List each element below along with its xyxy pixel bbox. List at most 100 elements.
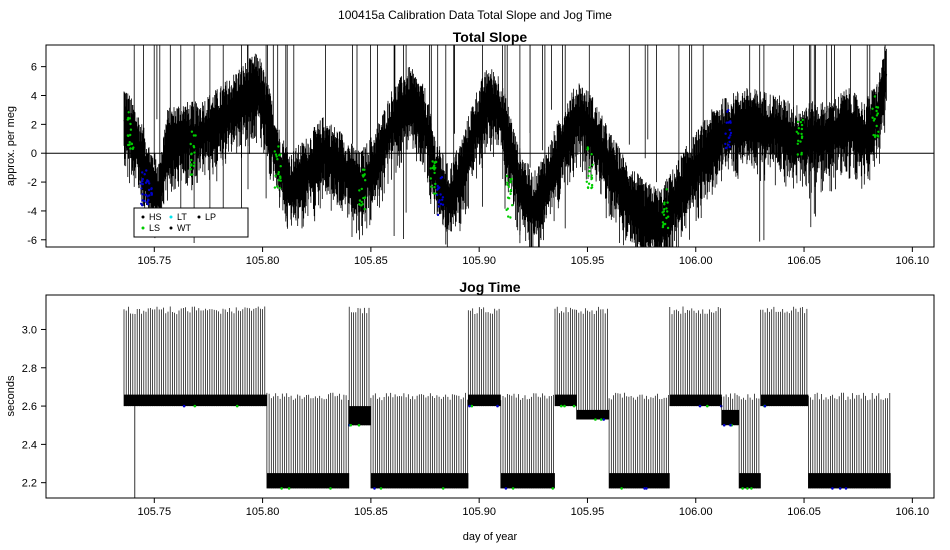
jog-time-highlight-point [643, 487, 646, 490]
jog-time-highlight-point [838, 487, 842, 490]
legend-entry-hs: HS [141, 212, 162, 222]
total-slope-highlight-point [126, 118, 129, 121]
total-slope-highlight-point [797, 139, 800, 142]
total-slope-highlight-point [727, 136, 730, 140]
total-slope-highlight-point [194, 134, 197, 137]
total-slope-highlight-point [801, 118, 804, 122]
total-slope-ytick-label: -6 [27, 235, 37, 247]
jog-time-spikes [721, 393, 738, 426]
total-slope-highlight-point [150, 193, 153, 196]
total-slope-highlight-point [666, 201, 669, 204]
total-slope-highlight-point [437, 201, 440, 204]
total-slope-highlight-point [729, 131, 733, 135]
total-slope-highlight-point [132, 146, 135, 149]
total-slope-highlight-point [363, 207, 366, 211]
jog-time-highlight-point [645, 487, 648, 490]
total-slope-highlight-point [586, 186, 590, 190]
total-slope-highlight-point [279, 165, 282, 168]
jog-time-band [760, 394, 809, 407]
jog-time-ytick-label: 2.8 [22, 363, 37, 375]
total-slope-highlight-point [129, 122, 132, 126]
total-slope-highlight-point [663, 203, 666, 206]
total-slope-highlight-point [189, 173, 193, 176]
total-slope-highlight-point [146, 179, 149, 182]
total-slope-highlight-point [876, 134, 879, 137]
panel-total-slope: Total Slope -6 -4 -2 0 2 4 6 105.75 105.80 105.8… [5, 29, 935, 267]
total-slope-highlight-point [360, 204, 363, 207]
total-slope-highlight-point [665, 207, 668, 210]
total-slope-highlight-point [875, 114, 879, 117]
total-slope-highlight-point [439, 177, 442, 180]
total-slope-highlight-point [725, 146, 728, 149]
total-slope-ytick-label: -2 [27, 177, 37, 189]
total-slope-xtick-label: 105.90 [462, 255, 496, 267]
total-slope-highlight-point [276, 158, 279, 161]
total-slope-highlight-point [438, 199, 441, 202]
total-slope-highlight-point [588, 170, 591, 173]
total-slope-highlight-point [511, 204, 514, 207]
jog-time-spikes [266, 392, 349, 489]
total-slope-highlight-point [189, 168, 192, 171]
panel-title-total-slope: Total Slope [453, 29, 528, 45]
total-slope-highlight-point [509, 216, 512, 219]
total-slope-highlight-point [800, 127, 804, 131]
total-slope-highlight-point [279, 179, 282, 182]
jog-time-spikes [554, 306, 576, 407]
total-slope-xtick-label: 106.05 [787, 255, 821, 267]
jog-time-highlight-point [722, 423, 726, 427]
jog-time-highlight-point [280, 487, 283, 490]
total-slope-highlight-point [726, 110, 729, 114]
total-slope-highlight-point [273, 150, 276, 153]
ylabel-jog-time: seconds [5, 375, 17, 416]
jog-time-highlight-point [441, 487, 445, 490]
plot-frame-total-slope [45, 44, 935, 248]
total-slope-highlight-point [363, 173, 366, 176]
total-slope-highlight-point [148, 194, 151, 197]
jog-time-spikes [123, 306, 266, 407]
total-slope-highlight-point [441, 198, 444, 201]
total-slope-highlight-point [358, 203, 361, 206]
total-slope-highlight-point [143, 199, 146, 203]
total-slope-highlight-point [665, 216, 668, 220]
total-slope-highlight-point [797, 132, 800, 135]
jog-time-highlight-point [831, 487, 834, 490]
total-slope-highlight-point [728, 140, 731, 144]
legend-marker-hs [141, 215, 145, 219]
total-slope-highlight-point [193, 161, 196, 164]
legend-label-lp: LP [205, 212, 216, 222]
legend-label-lt: LT [177, 212, 187, 222]
total-slope-highlight-point [276, 185, 279, 188]
jog-time-spikes [500, 393, 554, 489]
total-slope-highlight-point [361, 174, 364, 177]
total-slope-highlight-point [663, 201, 666, 204]
jog-time-spikes [467, 307, 500, 407]
total-slope-highlight-point [509, 188, 513, 192]
total-slope-highlight-point [506, 181, 509, 184]
legend-marker-lt [169, 215, 173, 219]
total-slope-highlight-point [189, 142, 192, 146]
total-slope-highlight-point [129, 147, 132, 150]
total-slope-highlight-point [362, 196, 365, 200]
jog-time-highlight-point [551, 487, 555, 490]
total-slope-highlight-point [872, 119, 876, 122]
total-slope-highlight-point [190, 163, 193, 166]
total-slope-xtick-label: 106.00 [679, 255, 713, 267]
total-slope-highlight-point [661, 221, 665, 224]
total-slope-ytick-label: 2 [31, 119, 37, 131]
total-slope-highlight-point [871, 107, 874, 111]
total-slope-highlight-point [590, 186, 594, 189]
total-slope-highlight-point [799, 140, 802, 143]
total-slope-highlight-point [190, 153, 193, 156]
total-slope-highlight-point [665, 188, 668, 191]
total-slope-highlight-point [429, 167, 432, 170]
jog-time-highlight-point [349, 423, 353, 427]
total-slope-highlight-point [150, 187, 153, 190]
total-slope-highlight-point [146, 203, 150, 206]
jog-time-ytick-label: 2.6 [22, 401, 37, 413]
jog-time-highlight-point [470, 404, 474, 408]
total-slope-highlight-point [799, 121, 803, 124]
total-slope-highlight-point [729, 134, 732, 137]
jog-time-highlight-point [511, 487, 515, 490]
total-slope-highlight-point [587, 182, 591, 185]
figure-title: 100415a Calibration Data Total Slope and… [338, 8, 612, 22]
